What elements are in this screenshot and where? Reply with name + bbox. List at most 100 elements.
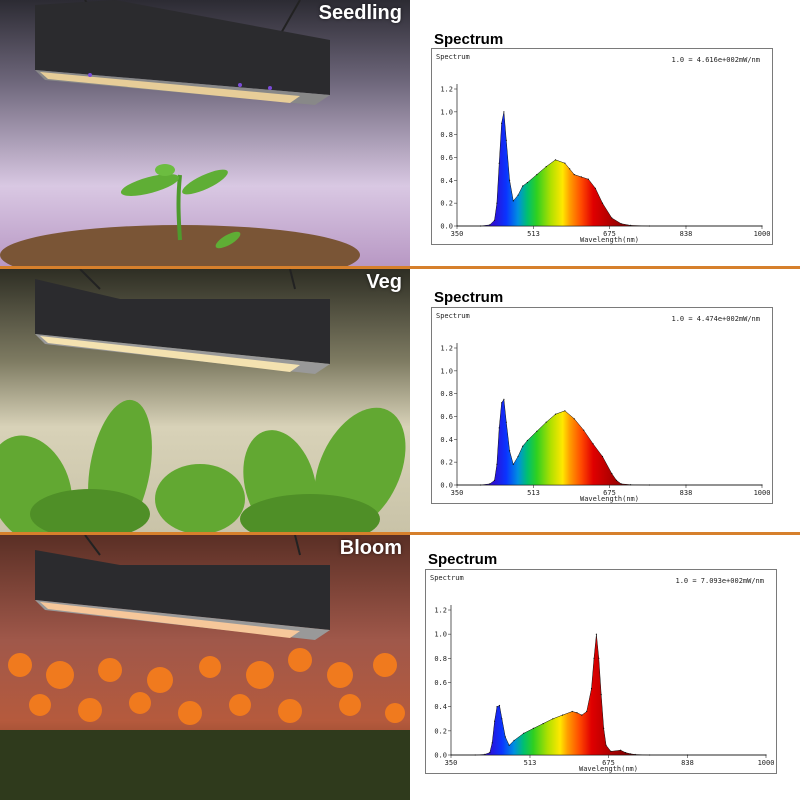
spectrum-point	[649, 754, 651, 756]
y-tick-label: 0.2	[440, 200, 453, 208]
scale-annotation: 1.0 = 4.474e+002mW/nm	[671, 315, 760, 323]
x-tick-label: 838	[680, 489, 693, 497]
spectrum-point	[493, 479, 496, 481]
spectrum-point	[605, 744, 607, 746]
y-tick-label: 0.8	[440, 390, 453, 398]
bloom-photo: Bloom	[0, 535, 410, 800]
x-tick-label: 838	[680, 230, 693, 238]
spectrum-point	[564, 162, 566, 164]
spectrum-point	[501, 402, 503, 404]
spectrum-point	[456, 225, 458, 227]
spectrum-point	[587, 178, 589, 180]
stage-label-veg: Veg	[366, 271, 402, 293]
spectrum-point	[545, 166, 547, 168]
spectrum-title-bloom: Spectrum	[428, 551, 498, 568]
bloom-lamp-illustration	[0, 535, 410, 800]
spectrum-point	[569, 168, 571, 170]
spectrum-point	[484, 753, 486, 755]
spectrum-point	[509, 179, 511, 181]
spectrum-chart-seedling: Spectrum 1.0 = 4.616e+002mW/nm 0.0 0.2 0.4 0.…	[431, 48, 773, 245]
y-tick-label: 0.6	[434, 679, 447, 687]
spectrum-point	[603, 727, 605, 729]
spectrum-point	[620, 223, 622, 225]
x-axis-label: Wavelength(nm)	[580, 236, 639, 244]
chart-svg-veg: Spectrum 1.0 = 4.474e+002mW/nm 0.0 0.2 0.4 0.…	[436, 312, 770, 503]
divider-2	[0, 532, 800, 535]
spectrum-point	[581, 714, 583, 716]
spectrum-point	[496, 463, 498, 465]
spectrum-point	[489, 483, 491, 485]
stage-label-seedling: Seedling	[318, 2, 402, 24]
spectrum-point	[610, 750, 612, 752]
y-tick-label: 1.2	[440, 345, 453, 353]
spectrum-point	[611, 473, 613, 475]
spectrum-point	[545, 421, 547, 423]
x-tick-label: 513	[524, 759, 537, 767]
spectrum-area	[457, 398, 762, 486]
spectrum-point	[513, 739, 515, 742]
spectrum-point	[624, 752, 627, 754]
spectrum-chart-veg: Spectrum 1.0 = 4.474e+002mW/nm 0.0 0.2 0.4 0.…	[431, 307, 773, 504]
spectrum-point	[648, 225, 650, 227]
spectrum-point	[498, 704, 501, 707]
bloom-panel: Bloom Spectrum Spectrum 1.0 = 7.093e+002m…	[0, 535, 800, 800]
spectrum-point	[489, 752, 491, 754]
spectrum-point	[761, 484, 763, 486]
spectrum-point	[532, 727, 534, 729]
y-tick-label: 0.2	[434, 727, 447, 735]
spectrum-point	[505, 139, 507, 141]
spectrum-point	[496, 202, 498, 204]
spectrum-point	[489, 224, 491, 226]
x-tick-label: 350	[451, 230, 464, 238]
spectrum-point	[536, 174, 538, 176]
y-tick-label: 0.8	[440, 131, 453, 139]
spectrum-point	[586, 710, 588, 713]
y-tick-label: 0.2	[440, 459, 453, 467]
spectrum-point	[503, 111, 505, 113]
y-tick-label: 0.4	[434, 703, 447, 711]
spectrum-point	[620, 749, 622, 751]
spectrum-point	[501, 718, 503, 720]
spectrum-point	[601, 455, 604, 458]
y-tick-label: 0.0	[440, 482, 453, 490]
spectrum-point	[522, 445, 524, 447]
y-tick-label: 0.6	[440, 154, 453, 162]
scale-annotation: 1.0 = 4.616e+002mW/nm	[671, 56, 760, 64]
spectrum-point	[450, 754, 452, 756]
x-axis-label: Wavelength(nm)	[579, 765, 638, 773]
spectrum-point	[595, 633, 597, 635]
spectrum-area	[457, 111, 762, 227]
y-axis-label: Spectrum	[430, 574, 464, 582]
y-tick-label: 1.2	[434, 607, 447, 615]
y-axis-label: Spectrum	[436, 53, 470, 61]
y-tick-label: 0.8	[434, 655, 447, 663]
y-tick-label: 1.2	[440, 86, 453, 94]
spectrum-point	[573, 174, 575, 176]
spectrum-point	[552, 718, 554, 720]
spectrum-point	[629, 753, 631, 755]
spectrum-point	[620, 483, 622, 485]
spectrum-point	[493, 219, 496, 221]
spectrum-point	[593, 657, 595, 659]
spectrum-point	[494, 720, 496, 722]
x-tick-label: 838	[681, 759, 694, 767]
spectrum-point	[523, 732, 525, 734]
spectrum-title-seedling: Spectrum	[434, 31, 504, 48]
spectrum-point	[496, 706, 498, 708]
spectrum-point	[580, 176, 582, 178]
seedling-panel: Seedling Spectrum Spectrum 1.0 = 4.616e+0…	[0, 0, 800, 266]
spectrum-point	[765, 754, 767, 756]
spectrum-point	[501, 122, 503, 124]
y-tick-label: 1.0	[434, 631, 447, 639]
spectrum-point	[474, 754, 476, 756]
spectrum-point	[564, 410, 566, 412]
x-tick-label: 675	[602, 759, 615, 767]
x-tick-label: 675	[603, 230, 616, 238]
spectrum-chart-bloom: Spectrum 1.0 = 7.093e+002mW/nm 0.0 0.2 0.4 0.…	[425, 569, 777, 774]
x-tick-label: 513	[527, 489, 540, 497]
veg-panel: Veg Spectrum Spectrum 1.0 = 4.474e+002mW/…	[0, 269, 800, 532]
veg-lamp-illustration	[0, 269, 406, 532]
y-tick-label: 1.0	[440, 108, 453, 116]
spectrum-point	[517, 455, 519, 458]
y-tick-label: 0.4	[440, 177, 453, 185]
